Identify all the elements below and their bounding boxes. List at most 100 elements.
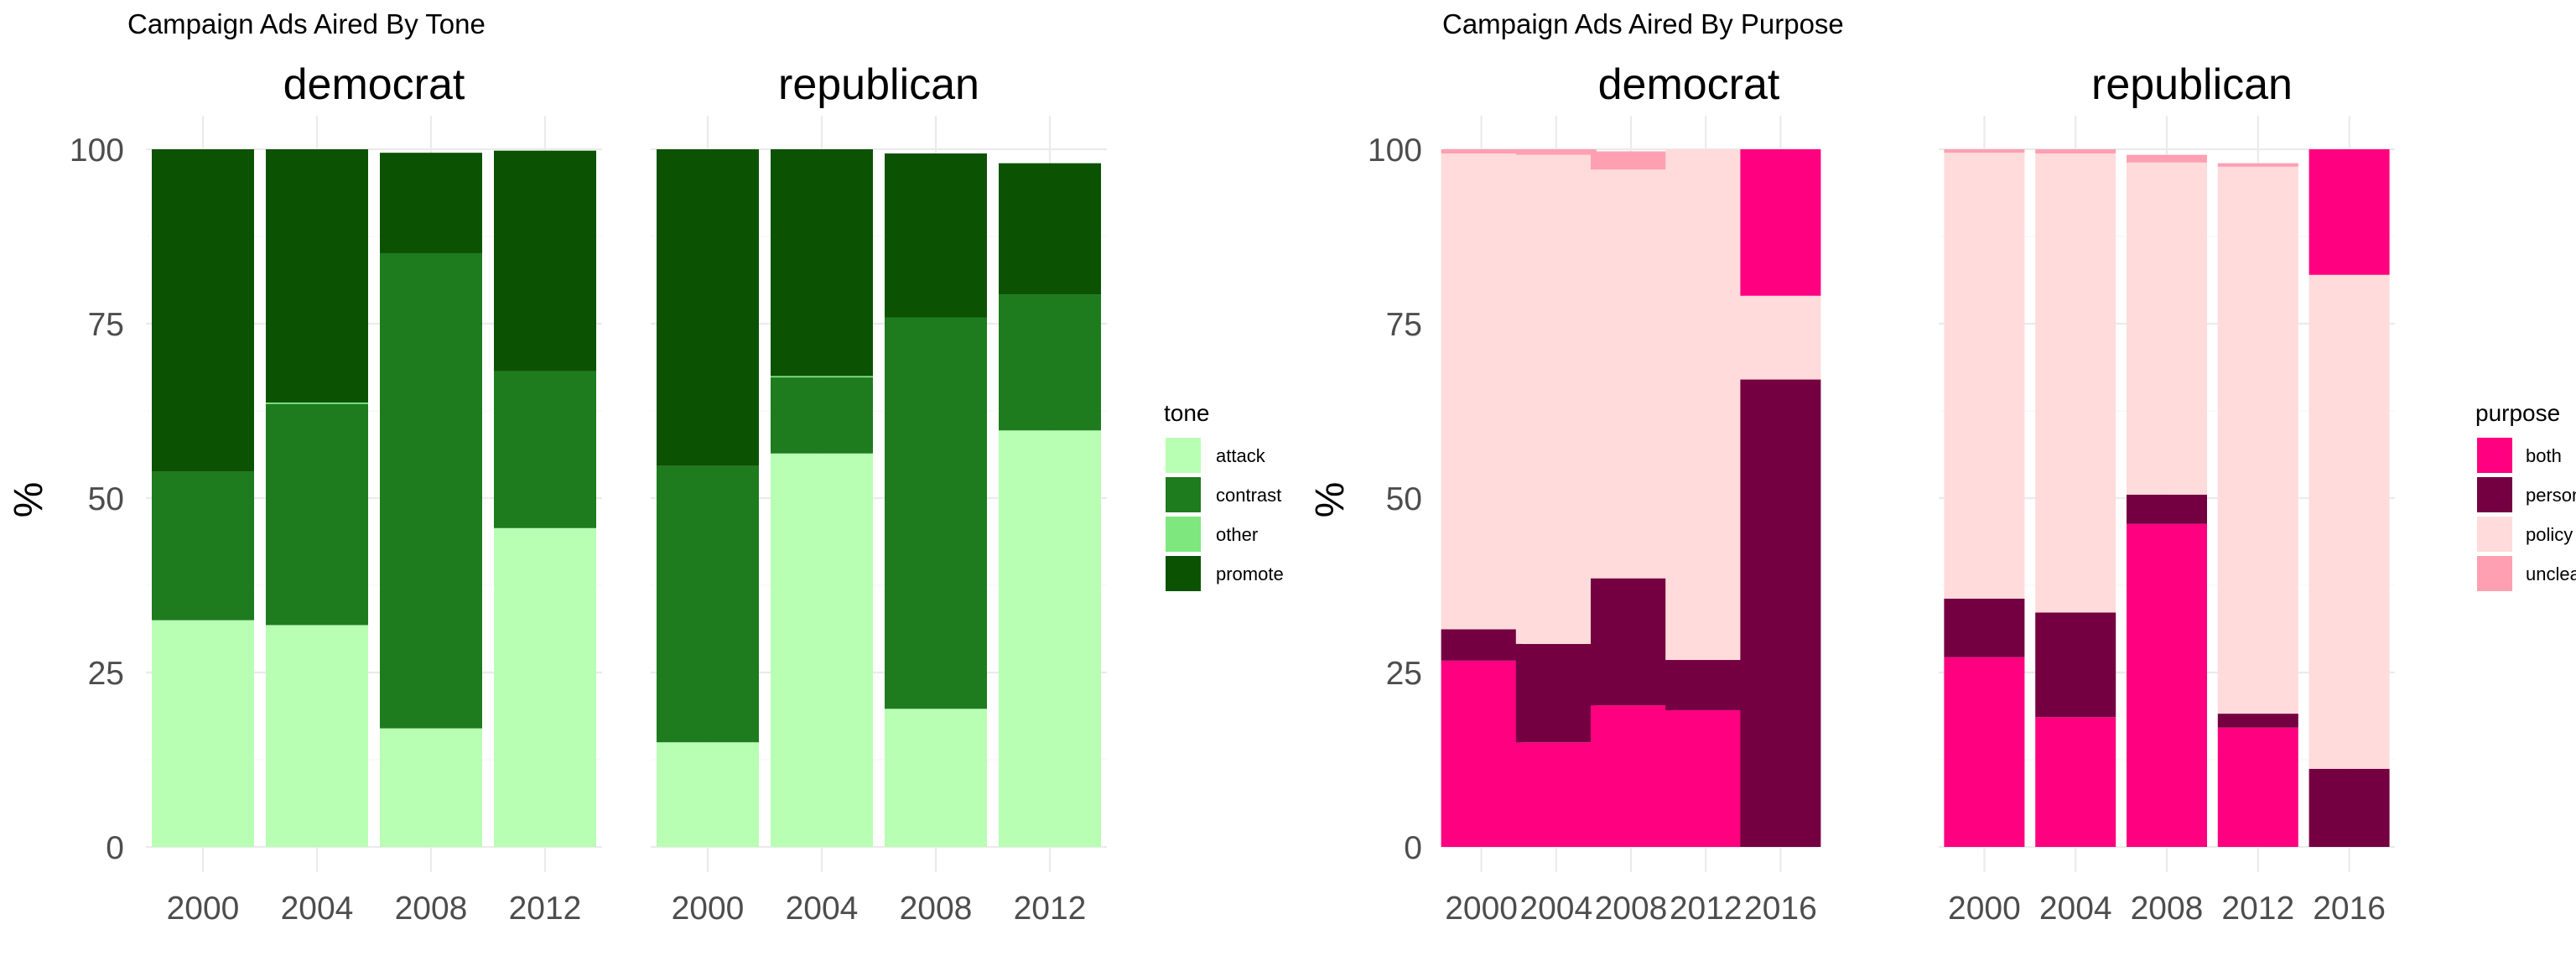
facet-panel-democrat-tone: democrat 2000 2004 2008 2012 (146, 60, 602, 927)
facet-title: republican (778, 60, 979, 109)
x-tick-label: 2012 (509, 891, 582, 927)
bar-segment-other-2004 (266, 402, 368, 404)
bar-segment-both-2004 (2035, 717, 2116, 847)
legend-title: tone (1164, 400, 1210, 426)
legend-label: promote (1216, 564, 1284, 584)
legend-swatch (2477, 438, 2512, 473)
bar-segment-unclear-2000 (1944, 149, 2025, 153)
bar-segment-promote-2012 (494, 150, 596, 371)
bar-segment-contrast-2000 (152, 471, 254, 621)
legend-purpose: purpose both personal policy unclear (2475, 400, 2576, 591)
legend-item-contrast: contrast (1166, 477, 1281, 512)
bar-segment-personal-2012 (1665, 660, 1747, 710)
x-tick-label: 2016 (1744, 891, 1817, 927)
legend-swatch (2477, 556, 2512, 591)
bar-segment-contrast-2004 (771, 377, 873, 454)
x-tick-label: 2000 (672, 891, 745, 927)
facet-title: republican (2091, 60, 2293, 109)
bar-segment-policy-2008 (1591, 169, 1671, 579)
bar-segment-attack-2008 (380, 728, 482, 847)
bar-segment-personal-2004 (1515, 643, 1597, 743)
x-tick-label: 2008 (1595, 891, 1668, 927)
legend-title: purpose (2475, 400, 2560, 426)
legend-label: contrast (1216, 485, 1281, 506)
bar-segment-contrast-2008 (885, 317, 987, 709)
legend-label: other (1216, 524, 1258, 545)
legend-swatch (1166, 556, 1201, 591)
bar-segment-unclear-2008 (2127, 154, 2207, 163)
x-tick-label: 2000 (1445, 891, 1518, 927)
legend-swatch (2477, 477, 2512, 512)
bar-segment-personal-2008 (2127, 494, 2207, 524)
legend-item-policy: policy (2477, 517, 2573, 552)
y-tick-label: 0 (1404, 830, 1422, 866)
y-tick-label: 75 (1386, 307, 1422, 343)
legend-item-personal: personal (2477, 477, 2576, 512)
legend-tone: tone attack contrast other promote (1164, 400, 1284, 591)
bar-segment-personal-2012 (2217, 714, 2298, 728)
bar-segment-policy-2000 (1944, 153, 2025, 599)
legend-swatch (2477, 517, 2512, 552)
chart-purpose: Campaign Ads Aired By Purpose % democrat… (1308, 8, 2576, 927)
bar-segment-contrast-2012 (494, 371, 596, 528)
x-tick-label: 2012 (2221, 891, 2294, 927)
bar-segment-unclear-2000 (1441, 149, 1522, 153)
x-tick-label: 2008 (395, 891, 468, 927)
bar-segment-promote-2000 (152, 149, 254, 472)
bar-segment-policy-2000 (1441, 153, 1522, 630)
bar-segment-personal-2008 (1591, 578, 1671, 706)
x-tick-label: 2004 (786, 891, 859, 927)
x-tick-label: 2008 (2131, 891, 2204, 927)
x-tick-label: 2000 (1948, 891, 2021, 927)
y-tick-label: 0 (106, 830, 124, 866)
bar-segment-personal-2000 (1441, 629, 1522, 661)
y-axis-title-purpose: % (1308, 482, 1353, 518)
legend-label: both (2526, 445, 2562, 466)
bar-segment-both-2004 (1515, 742, 1597, 847)
legend-label: attack (1216, 445, 1266, 466)
bar-segment-contrast-2008 (380, 252, 482, 729)
bar-segment-unclear-2008 (1591, 151, 1671, 170)
bar-segment-policy-2012 (2217, 166, 2298, 714)
legend-swatch (1166, 477, 1201, 512)
bar-segment-promote-2008 (885, 153, 987, 318)
legend-item-attack: attack (1166, 438, 1266, 473)
legend-label: unclear (2526, 564, 2576, 584)
chart-title-tone: Campaign Ads Aired By Tone (127, 8, 486, 39)
y-axis-title-tone: % (7, 482, 51, 518)
bar-segment-personal-2000 (1944, 598, 2025, 657)
bar-segment-policy-2016 (1740, 295, 1821, 380)
x-tick-label: 2000 (167, 891, 240, 927)
legend-swatch (1166, 517, 1201, 552)
bar-segment-personal-2004 (2035, 612, 2116, 718)
y-tick-label: 100 (70, 132, 124, 169)
bar-segment-attack-2012 (999, 430, 1101, 847)
legend-item-unclear: unclear (2477, 556, 2576, 591)
bar-segment-contrast-2000 (657, 465, 759, 743)
bar-segment-attack-2000 (152, 620, 254, 847)
bar-segment-personal-2016 (1740, 379, 1821, 847)
bar-segment-policy-2004 (1515, 154, 1597, 644)
legend-item-other: other (1166, 517, 1258, 552)
bar-segment-attack-2000 (657, 742, 759, 847)
bar-segment-unclear-2004 (1515, 149, 1597, 155)
bar-segment-attack-2004 (266, 625, 368, 847)
bar-segment-promote-2012 (999, 163, 1101, 295)
x-tick-label: 2016 (2313, 891, 2386, 927)
bar-segment-attack-2004 (771, 453, 873, 847)
bar-segment-both-2012 (1665, 709, 1747, 847)
legend-swatch (1166, 438, 1201, 473)
bar-segment-personal-2016 (2309, 768, 2390, 847)
bar-segment-policy-2004 (2035, 153, 2116, 613)
facet-panel-republican-tone: republican 2000 2004 2008 2012 (651, 60, 1107, 927)
bar-segment-contrast-2004 (266, 403, 368, 626)
bar-segment-both-2012 (2217, 727, 2298, 847)
bar-segment-unclear-2004 (2035, 149, 2116, 153)
bar-segment-policy-2008 (2127, 162, 2207, 495)
bar-segment-attack-2008 (885, 709, 987, 847)
chart-tone: Campaign Ads Aired By Tone % democrat 20… (7, 8, 1284, 927)
y-tick-label: 25 (88, 656, 124, 692)
y-tick-label: 50 (88, 481, 124, 517)
legend-label: personal (2526, 485, 2576, 506)
